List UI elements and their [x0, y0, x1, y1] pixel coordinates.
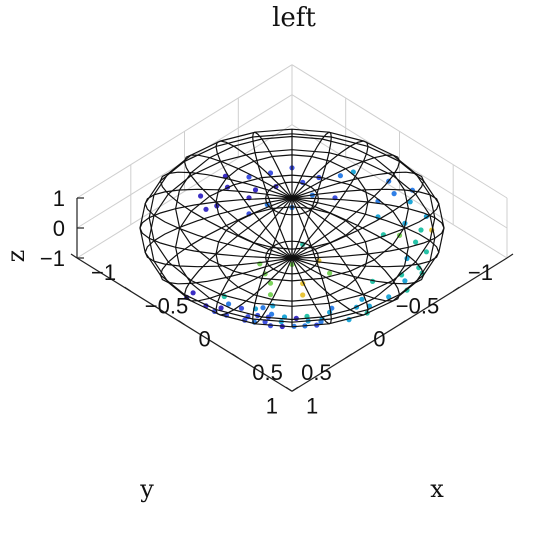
- data-point: [416, 265, 422, 271]
- y-tick-mark: [399, 320, 406, 326]
- data-point: [190, 290, 196, 296]
- x-tick-label: 0.5: [252, 360, 283, 385]
- tick-labels: −1 −0.5 0 0.5 1 −1 −0.5 0 0.5 1 −1 0 1: [40, 186, 493, 418]
- z-axis-label: z: [2, 250, 30, 263]
- data-point: [267, 292, 274, 298]
- x-tick-label: −0.5: [145, 293, 188, 318]
- sphere-longitude-line: [291, 197, 440, 268]
- data-point: [399, 272, 405, 278]
- sphere-longitude-line: [291, 197, 445, 259]
- x-tick-mark: [231, 353, 239, 359]
- sphere-longitude-line: [291, 197, 332, 325]
- data-point: [238, 305, 245, 311]
- grid-line: [76, 64, 293, 199]
- y-tick-mark: [506, 253, 514, 259]
- data-point: [386, 294, 392, 300]
- sphere-longitude-line: [252, 197, 293, 325]
- x-tick-mark: [285, 386, 293, 392]
- data-point: [226, 301, 232, 307]
- sphere-longitude-line: [291, 154, 401, 259]
- x-tick-label: 0: [199, 327, 211, 352]
- data-point: [391, 191, 397, 197]
- data-point: [418, 227, 424, 233]
- y-tick-label: −0.5: [396, 293, 439, 318]
- x-tick-mark: [124, 286, 132, 292]
- data-point: [267, 280, 274, 286]
- data-point: [198, 193, 204, 199]
- y-tick-label: 1: [266, 393, 278, 418]
- axes-lines: [70, 197, 514, 392]
- sphere-longitude-line: [291, 171, 425, 259]
- x-axis-label: x: [430, 475, 444, 503]
- x-tick-label: −1: [91, 260, 116, 285]
- y-tick-label: −1: [468, 260, 493, 285]
- data-point: [423, 249, 429, 255]
- data-point: [260, 305, 266, 311]
- sphere-longitude-line: [291, 188, 440, 259]
- grid-line: [76, 124, 293, 259]
- data-point: [402, 278, 408, 284]
- sphere-longitude-line: [144, 197, 293, 268]
- z-tick-label: −1: [40, 246, 65, 271]
- sphere-longitude-line: [183, 197, 293, 302]
- data-point: [359, 296, 365, 302]
- x-axis-line: [76, 257, 293, 392]
- sphere-longitude-line: [215, 140, 293, 259]
- data-point: [252, 187, 259, 193]
- y-axis-line: [291, 257, 508, 392]
- sphere-longitude-line: [144, 188, 293, 259]
- y-axis-label: y: [139, 475, 154, 503]
- data-point: [327, 270, 333, 276]
- grid-line: [291, 64, 508, 199]
- sphere-longitude-line: [159, 197, 293, 285]
- sphere-longitude-line: [252, 131, 293, 259]
- x-tick-mark: [70, 253, 78, 259]
- grid-line: [291, 124, 508, 259]
- y-tick-mark: [291, 386, 299, 392]
- y-tick-label: 0: [373, 327, 385, 352]
- y-tick-mark: [345, 353, 353, 359]
- sphere-longitude-line: [183, 154, 293, 259]
- y-tick-label: 0.5: [301, 360, 332, 385]
- sphere-longitude-line: [159, 171, 293, 259]
- data-point: [300, 292, 306, 298]
- data-point: [413, 239, 419, 245]
- z-tick-label: 1: [53, 186, 65, 211]
- data-point: [218, 305, 224, 311]
- z-tick-label: 0: [53, 216, 65, 241]
- data-point: [203, 206, 209, 212]
- data-point: [337, 173, 343, 179]
- x-tick-mark: [178, 320, 185, 326]
- data-point: [246, 174, 252, 180]
- x-tick-label: 1: [306, 393, 318, 418]
- sphere-longitude-line: [291, 197, 401, 302]
- data-point: [318, 319, 324, 325]
- sphere-wireframe: [139, 128, 445, 328]
- sphere-longitude-line: [291, 131, 332, 259]
- chart-title: left: [272, 3, 316, 33]
- y-tick-mark: [452, 286, 460, 292]
- sphere-longitude-line: [291, 197, 425, 285]
